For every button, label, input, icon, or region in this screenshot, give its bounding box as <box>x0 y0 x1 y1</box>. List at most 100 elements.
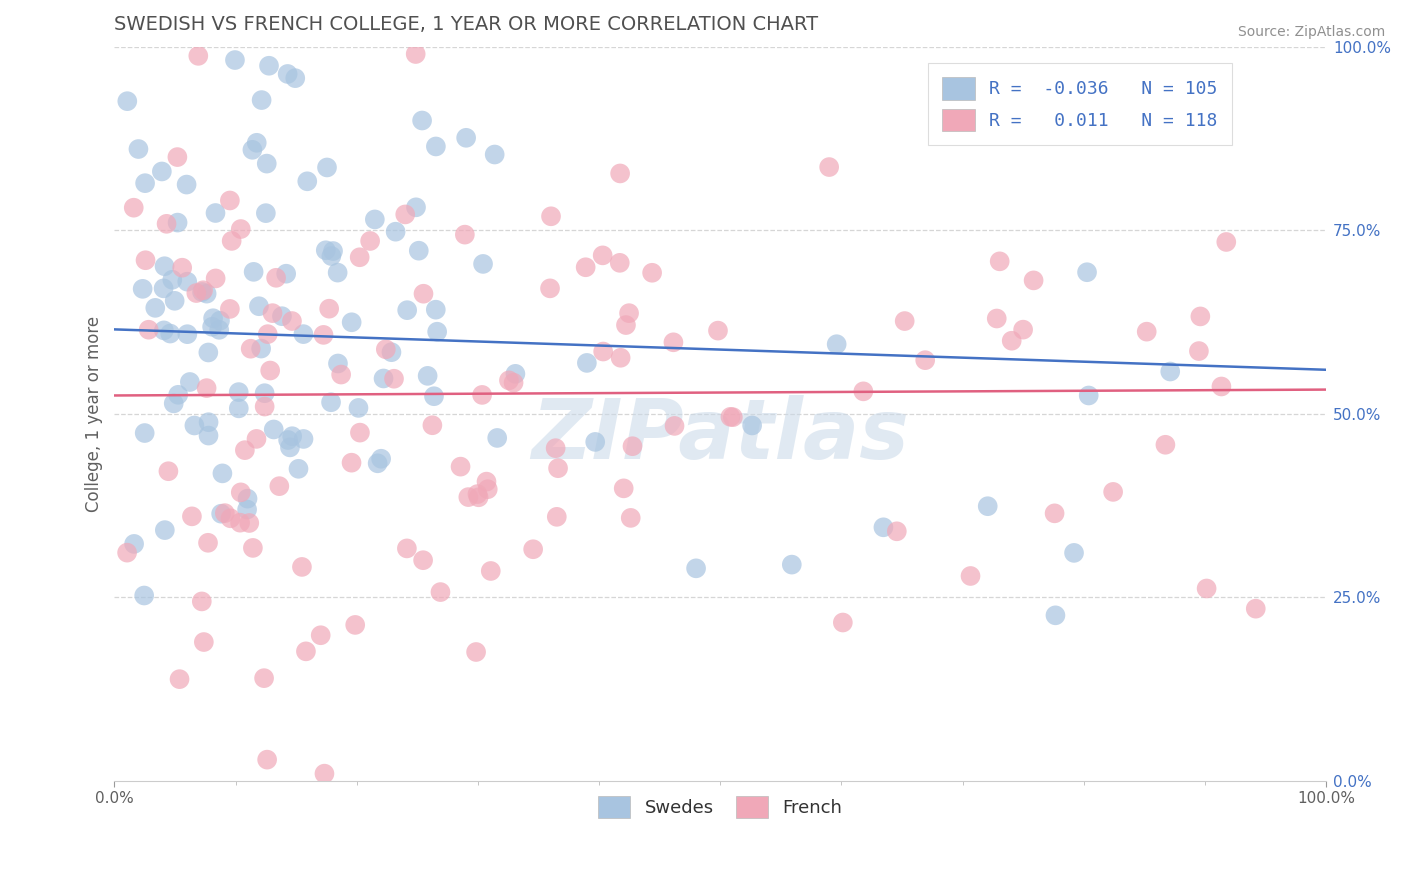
Point <box>374 343 396 357</box>
Point <box>209 507 232 521</box>
Point <box>340 315 363 329</box>
Point <box>423 389 446 403</box>
Point <box>228 385 250 400</box>
Point <box>479 564 502 578</box>
Point <box>197 415 219 429</box>
Point <box>575 356 598 370</box>
Text: Source: ZipAtlas.com: Source: ZipAtlas.com <box>1237 25 1385 39</box>
Point <box>157 464 180 478</box>
Point <box>1188 344 1211 359</box>
Point <box>242 265 264 279</box>
Point <box>219 301 242 316</box>
Point <box>456 130 478 145</box>
Point <box>467 487 489 501</box>
Point <box>262 306 284 320</box>
Point <box>662 335 685 350</box>
Point <box>330 368 353 382</box>
Point <box>465 645 488 659</box>
Point <box>179 375 201 389</box>
Point <box>122 537 145 551</box>
Point <box>187 49 209 63</box>
Point <box>117 94 139 108</box>
Point <box>134 176 156 190</box>
Point <box>614 318 637 332</box>
Point <box>143 301 166 315</box>
Point <box>425 139 447 153</box>
Point <box>256 753 278 767</box>
Point <box>312 327 335 342</box>
Point <box>314 766 336 780</box>
Point <box>621 439 644 453</box>
Point <box>364 212 387 227</box>
Point <box>405 47 427 62</box>
Point <box>872 520 894 534</box>
Point <box>214 506 236 520</box>
Point <box>1001 334 1024 348</box>
Point <box>219 194 242 208</box>
Point <box>484 147 506 161</box>
Point <box>292 432 315 446</box>
Point <box>1154 438 1177 452</box>
Point <box>583 434 606 449</box>
Point <box>315 244 337 258</box>
Point <box>544 441 567 455</box>
Point <box>271 309 294 323</box>
Point <box>609 351 631 365</box>
Point <box>169 672 191 686</box>
Point <box>1063 546 1085 560</box>
Point <box>522 542 544 557</box>
Point <box>1189 310 1212 324</box>
Point <box>411 113 433 128</box>
Point <box>347 401 370 415</box>
Point <box>707 324 730 338</box>
Point <box>825 337 848 351</box>
Point <box>176 178 198 192</box>
Point <box>720 409 742 424</box>
Point <box>382 372 405 386</box>
Point <box>309 628 332 642</box>
Point <box>1077 388 1099 402</box>
Point <box>471 388 494 402</box>
Point <box>620 511 643 525</box>
Point <box>155 217 177 231</box>
Point <box>831 615 853 630</box>
Point <box>1215 235 1237 249</box>
Point <box>122 201 145 215</box>
Point <box>344 618 367 632</box>
Point <box>1022 273 1045 287</box>
Point <box>204 271 226 285</box>
Point <box>394 207 416 221</box>
Point <box>893 314 915 328</box>
Point <box>242 541 264 555</box>
Point <box>176 275 198 289</box>
Point <box>326 266 349 280</box>
Point <box>115 546 138 560</box>
Point <box>287 462 309 476</box>
Point <box>239 342 262 356</box>
Point <box>278 441 301 455</box>
Point <box>780 558 803 572</box>
Point <box>153 323 176 337</box>
Text: ZIPatlas: ZIPatlas <box>531 395 910 476</box>
Point <box>162 273 184 287</box>
Point <box>195 286 218 301</box>
Point <box>359 234 381 248</box>
Point <box>191 594 214 608</box>
Point <box>153 523 176 537</box>
Point <box>134 589 156 603</box>
Point <box>277 67 299 81</box>
Point <box>229 516 252 530</box>
Point <box>233 443 256 458</box>
Point <box>412 553 434 567</box>
Point <box>159 326 181 341</box>
Point <box>134 253 156 268</box>
Point <box>191 283 214 297</box>
Y-axis label: College, 1 year or more: College, 1 year or more <box>86 316 103 512</box>
Point <box>259 363 281 377</box>
Point <box>166 150 188 164</box>
Point <box>138 323 160 337</box>
Point <box>284 71 307 86</box>
Point <box>988 254 1011 268</box>
Point <box>450 459 472 474</box>
Point <box>977 499 1000 513</box>
